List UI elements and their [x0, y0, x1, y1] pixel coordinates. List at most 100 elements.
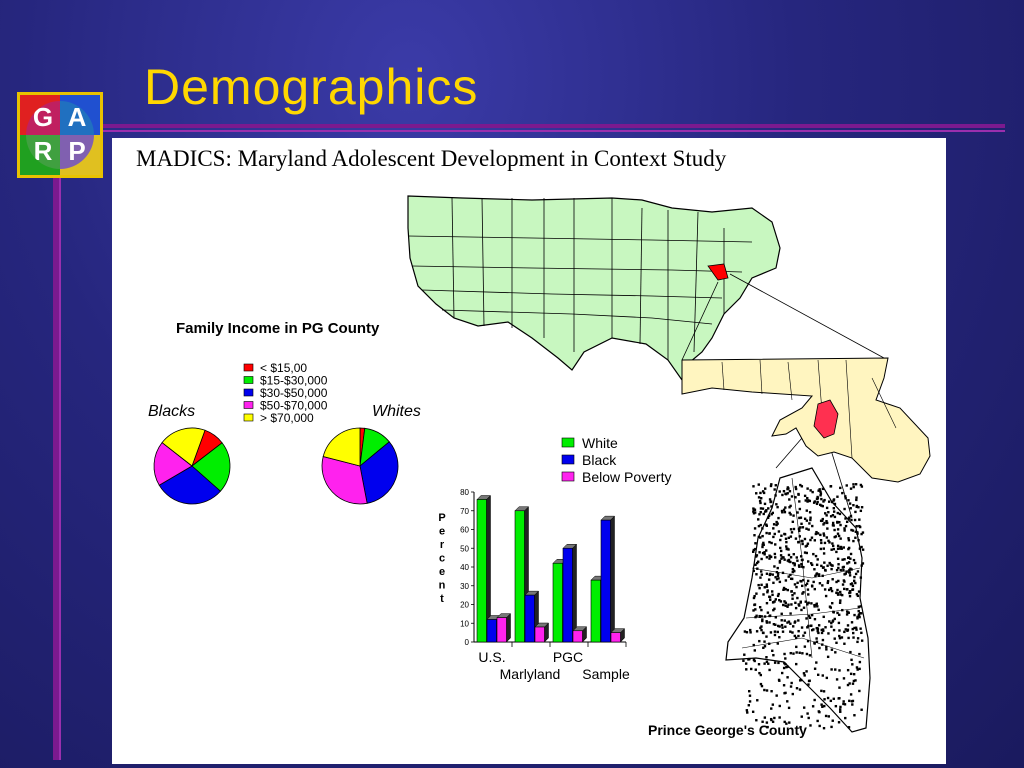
- location-dot: [841, 491, 844, 495]
- location-dot: [829, 515, 833, 518]
- location-dot: [820, 628, 823, 632]
- location-dot: [833, 617, 836, 621]
- location-dot: [779, 546, 782, 550]
- location-dot: [777, 661, 780, 665]
- location-dot: [759, 491, 762, 495]
- pie-legend-label: $15-$30,000: [260, 374, 328, 388]
- location-dot: [803, 537, 807, 541]
- location-dot: [756, 699, 759, 702]
- location-dot: [772, 653, 775, 657]
- location-dot: [822, 500, 825, 503]
- location-dot: [839, 523, 842, 527]
- location-dot: [860, 485, 864, 488]
- pie-legend-swatch: [243, 413, 254, 422]
- location-dot: [799, 555, 803, 558]
- bar-legend-label: White: [582, 435, 618, 451]
- pie-slice: [158, 465, 221, 505]
- location-dot: [806, 560, 810, 563]
- location-dot: [758, 606, 762, 609]
- location-dot: [817, 608, 820, 612]
- location-dot: [798, 565, 801, 568]
- location-dot: [757, 483, 760, 486]
- location-dot: [857, 590, 861, 593]
- location-dot: [778, 559, 782, 563]
- location-dot: [786, 665, 789, 668]
- location-dot: [770, 690, 773, 693]
- location-dot: [763, 688, 766, 692]
- location-dot: [792, 553, 795, 556]
- location-dot: [763, 502, 767, 506]
- location-dot: [849, 514, 853, 518]
- location-dot: [755, 554, 759, 557]
- location-dot: [763, 662, 766, 665]
- location-dot: [839, 545, 842, 549]
- location-dot: [776, 574, 780, 578]
- location-dot: [797, 492, 800, 496]
- location-dot: [826, 564, 829, 567]
- location-dot: [780, 671, 784, 675]
- location-dot: [824, 714, 828, 718]
- location-dot: [855, 628, 858, 631]
- location-dot: [765, 531, 768, 535]
- location-dot: [775, 578, 779, 581]
- location-dot: [782, 489, 786, 493]
- location-dot: [803, 674, 806, 677]
- location-dot: [765, 583, 769, 586]
- location-dot: [798, 529, 801, 533]
- y-tick-label: 40: [460, 563, 469, 572]
- location-dot: [765, 509, 768, 512]
- location-dot: [774, 543, 777, 546]
- location-dot: [821, 638, 825, 642]
- location-dot: [844, 497, 847, 500]
- location-dot: [852, 558, 856, 562]
- location-dot: [816, 629, 819, 633]
- location-dot: [810, 536, 814, 539]
- location-dot: [766, 725, 769, 729]
- location-dot: [855, 498, 858, 502]
- location-dot: [820, 564, 823, 568]
- location-dot: [844, 524, 848, 528]
- location-dot: [793, 569, 796, 573]
- pg-county-dots: [742, 483, 865, 730]
- y-tick-label: 0: [465, 638, 470, 647]
- location-dot: [851, 663, 854, 666]
- location-dot: [832, 611, 835, 614]
- location-dot: [806, 542, 810, 545]
- location-dot: [800, 608, 803, 612]
- bar-legend-swatch: [561, 437, 575, 448]
- x-tick-label: Marlyland: [500, 666, 561, 682]
- location-dot: [833, 535, 836, 539]
- location-dot: [849, 507, 852, 510]
- location-dot: [831, 521, 835, 525]
- location-dot: [790, 531, 794, 534]
- pie-chart-title: Family Income in PG County: [176, 320, 380, 337]
- study-subtitle: MADICS: Maryland Adolescent Development …: [136, 146, 727, 171]
- location-dot: [820, 497, 823, 501]
- location-dot: [789, 528, 793, 531]
- location-dot: [788, 511, 791, 515]
- bar-side: [572, 543, 577, 643]
- location-dot: [775, 503, 778, 506]
- pg-county-outline: [725, 467, 871, 733]
- location-dot: [856, 594, 860, 598]
- location-dot: [803, 645, 807, 648]
- location-dot: [847, 547, 850, 551]
- location-dot: [774, 598, 777, 601]
- y-tick-label: 70: [460, 507, 469, 516]
- location-dot: [826, 527, 829, 530]
- location-dot: [784, 604, 787, 607]
- ylabel-letter: t: [440, 593, 444, 605]
- location-dot: [840, 636, 844, 639]
- location-dot: [854, 581, 857, 585]
- location-dot: [849, 672, 853, 676]
- location-dot: [856, 532, 859, 535]
- pie-legend-swatch: [243, 363, 254, 372]
- location-dot: [803, 494, 807, 498]
- bar: [562, 547, 573, 643]
- location-dot: [792, 625, 795, 628]
- location-dot: [823, 541, 827, 545]
- location-dot: [852, 636, 855, 639]
- location-dot: [761, 507, 765, 510]
- location-dot: [778, 598, 781, 602]
